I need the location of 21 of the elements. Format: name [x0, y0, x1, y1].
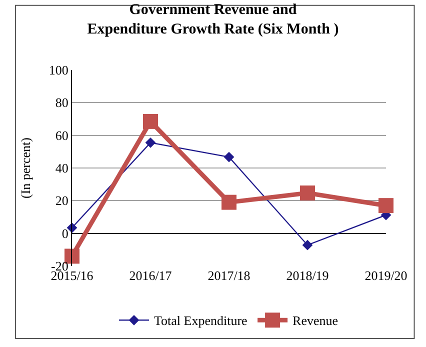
y-tick-label: 60: [55, 128, 68, 143]
y-axis-title: (In percent): [18, 138, 33, 198]
y-tick-label: 100: [48, 62, 68, 78]
legend-label: Revenue: [292, 313, 338, 328]
point: [300, 185, 315, 200]
y-tick-label: 40: [55, 160, 68, 176]
point: [222, 194, 236, 210]
point: [145, 137, 156, 148]
point: [143, 114, 158, 129]
y-tick-label: 80: [55, 95, 68, 110]
x-tick-label: 2016/17: [129, 268, 172, 283]
y-tick-label: 0: [62, 226, 68, 241]
point: [224, 152, 234, 162]
y-tick-label: 20: [55, 193, 68, 208]
x-tick-label: 2019/20: [364, 268, 408, 283]
point: [302, 240, 313, 250]
legend-label: Total Expenditure: [154, 313, 248, 328]
x-tick-label: 2018/19: [286, 268, 329, 283]
chart-title: Government Revenue and Expenditure Growth Rate (Six Month ): [87, 2, 339, 38]
point: [378, 198, 394, 214]
x-tick-label: 2017/18: [208, 268, 250, 283]
